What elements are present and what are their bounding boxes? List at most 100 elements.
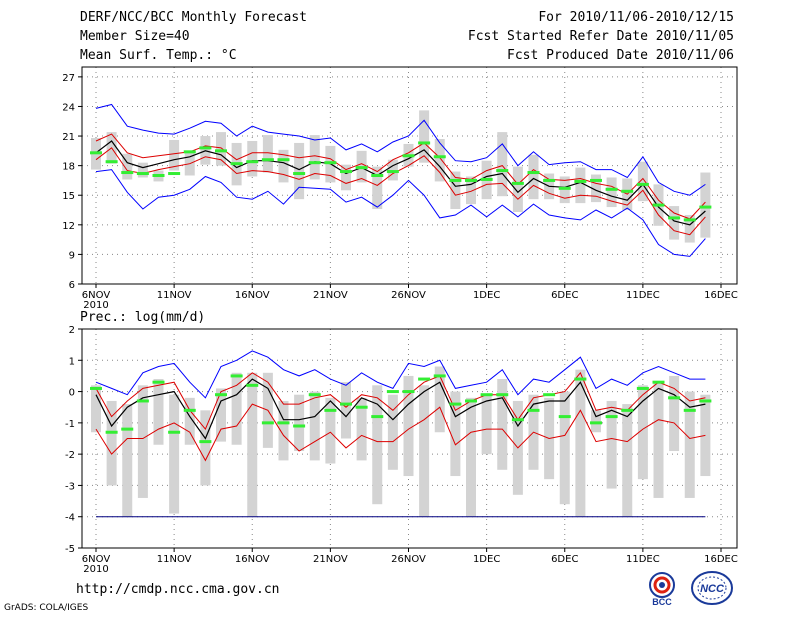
precip-spread-box (481, 394, 492, 455)
temp-observed-mark (621, 189, 634, 193)
precip-spread-box (325, 397, 336, 464)
precip-spread-box (575, 369, 586, 517)
temp-spread-box (684, 214, 695, 243)
precip-observed-mark (121, 427, 134, 431)
precip-spread-box (591, 410, 601, 433)
temp-max-line (95, 103, 706, 196)
precip-observed-mark (699, 399, 712, 403)
temp-observed-mark (199, 146, 212, 150)
precip-max-line (95, 350, 706, 399)
temp-plot-frame (81, 66, 738, 285)
precip-observed-mark (199, 440, 212, 444)
temp-spread-box (262, 135, 273, 173)
temp-xtick-year: 2010 (83, 300, 108, 311)
temp-observed-mark (293, 172, 306, 176)
temp-observed-mark (277, 158, 290, 162)
precip-spread-box (169, 394, 180, 514)
temp-p_low-line (95, 147, 706, 236)
temp-observed-mark (152, 174, 165, 177)
precip-spread-box (294, 394, 305, 452)
temp-xtick-label: 16NOV (235, 290, 270, 301)
precip-spread-box (356, 397, 367, 461)
precip-observed-mark (480, 393, 493, 397)
precip-observed-mark (355, 405, 368, 409)
precip-observed-mark (511, 418, 524, 422)
temp-spread-box (216, 132, 226, 166)
precip-observed-mark (433, 374, 446, 378)
precip-observed-mark (277, 421, 290, 425)
temp-xtick-label: 11NOV (157, 290, 192, 301)
start-date: Fcst Started Refer Date 2010/11/05 (467, 29, 734, 44)
precip-observed-mark (465, 399, 477, 403)
precip-observed-mark (90, 386, 102, 390)
temp-observed-mark (340, 170, 352, 174)
temp-spread-box (497, 132, 508, 197)
precip-xtick-label: 1DEC (473, 554, 500, 565)
precip-spread-box (122, 404, 133, 517)
precip-spread-box (278, 400, 289, 461)
precip-observed-mark (293, 424, 306, 428)
temp-spread-box (669, 206, 680, 240)
precip-observed-mark (402, 390, 415, 394)
temp-observed-mark (355, 166, 368, 170)
precip-spread-box (669, 375, 680, 452)
precip-spread-box (559, 391, 570, 505)
temp-ytick-label: 18 (62, 162, 75, 173)
temp-mean-line (95, 140, 706, 226)
precip-xtick-label: 6DEC (551, 554, 578, 565)
temp-observed-mark (480, 177, 493, 181)
precip-spread-box (247, 372, 258, 517)
temp-observed-mark (402, 154, 415, 158)
temp-observed-mark (371, 174, 384, 177)
precip-observed-mark (246, 383, 259, 387)
precip-observed-mark (386, 390, 399, 394)
precip-spread-box (684, 391, 695, 498)
precip-spread-box (450, 391, 461, 477)
temp-observed-mark (215, 149, 227, 153)
precip-observed-mark (605, 415, 618, 419)
temp-spread-box (606, 177, 617, 208)
precip-observed-mark (683, 408, 696, 412)
precip-spread-box (200, 410, 211, 486)
precip-xtick-label: 26NOV (391, 554, 426, 565)
precip-observed-mark (418, 377, 431, 381)
precip-observed-mark (668, 396, 681, 400)
temp-spread-box (575, 167, 586, 204)
forecast-period: For 2010/11/06-2010/12/15 (538, 10, 734, 25)
temp-spread-box (137, 162, 148, 178)
precip-spread-box (106, 400, 117, 486)
precip-ytick-label: 2 (69, 325, 75, 336)
chart-title: DERF/NCC/BCC Monthly Forecast (80, 10, 307, 25)
temp-observed-mark (386, 170, 399, 174)
temp-observed-mark (636, 182, 649, 186)
precip-spread-box (387, 394, 398, 470)
variable-label: Mean Surf. Temp.: °C (80, 48, 237, 63)
source-url[interactable]: http://cmdp.ncc.cma.gov.cn (76, 582, 280, 597)
temp-ytick-label: 12 (62, 221, 75, 232)
precip-spread-box (403, 375, 414, 477)
precip-xtick-label: 6NOV (82, 554, 111, 565)
precip-observed-mark (340, 402, 352, 406)
temp-observed-mark (433, 155, 446, 159)
temp-spread-box (122, 153, 133, 180)
precip-spread-box (419, 385, 430, 517)
temp-observed-mark (261, 158, 274, 162)
temp-spread-box (450, 171, 461, 210)
temp-spread-box (169, 139, 180, 171)
precip-spread-box (184, 397, 195, 445)
temp-spread-box (512, 166, 523, 212)
precip-xtick-label: 11NOV (157, 554, 192, 565)
temp-observed-mark (105, 160, 118, 164)
temp-spread-box (466, 176, 476, 205)
precip-spread-box (91, 385, 101, 433)
precip-observed-mark (652, 380, 665, 384)
precip-spread-box (153, 379, 164, 445)
temp-observed-mark (511, 181, 524, 185)
temp-xtick-label: 11DEC (626, 290, 660, 301)
temp-observed-mark (496, 169, 509, 173)
precip-ytick-label: 0 (69, 388, 75, 399)
temp-xtick-label: 1DEC (473, 290, 500, 301)
precip-spread-box (606, 400, 617, 489)
precip-observed-mark (136, 399, 149, 403)
precip-ytick-label: 1 (69, 356, 75, 367)
